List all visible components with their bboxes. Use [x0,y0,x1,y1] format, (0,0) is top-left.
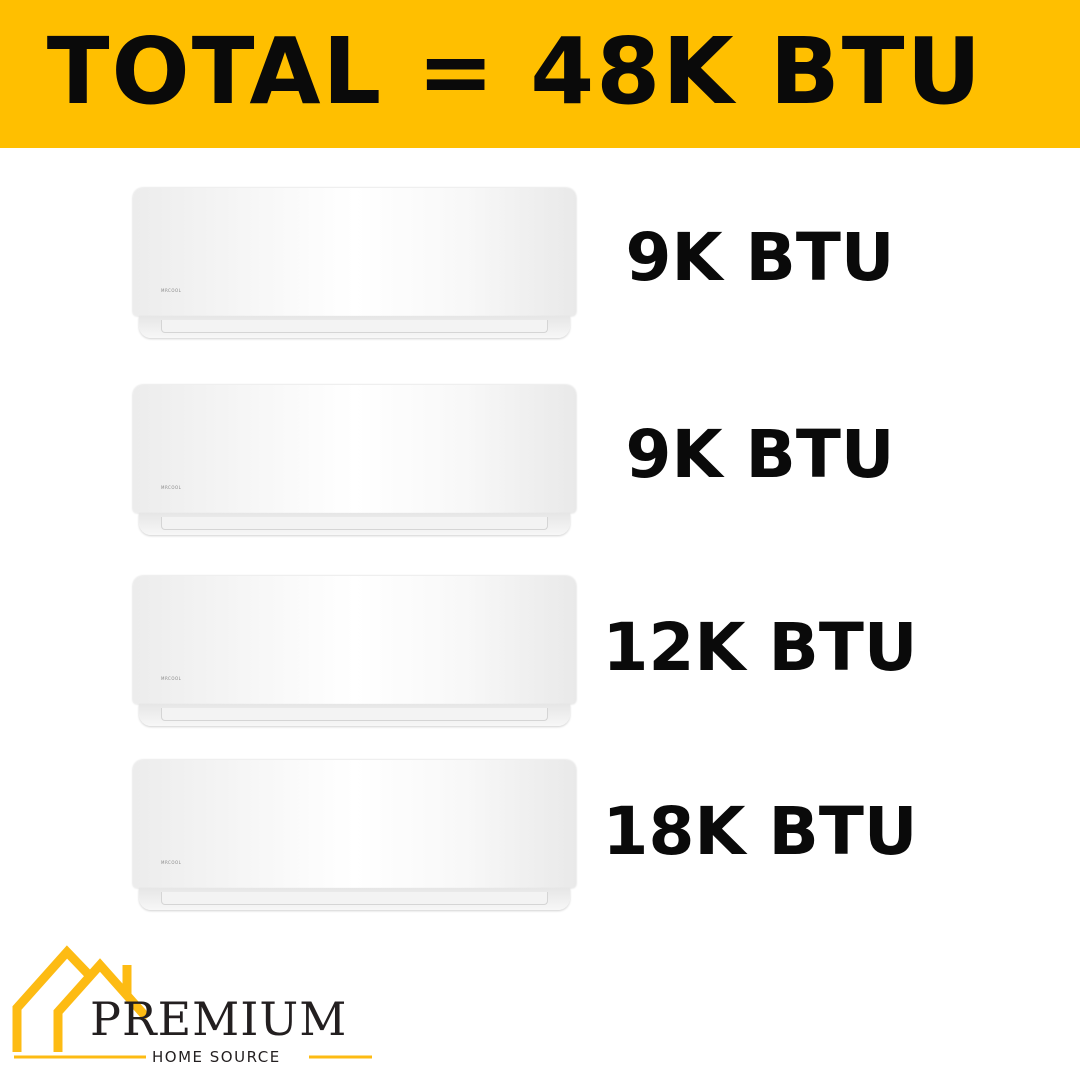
logo-wordmark: PREMIUM [90,992,348,1046]
ac-unit-image: MRCOOL [133,760,576,912]
header-banner: TOTAL = 48K BTU [0,0,1080,148]
premium-home-source-logo: PREMIUM HOME SOURCE [12,940,382,1070]
unit-capacity-label: 9K BTU [625,219,895,296]
unit-brand-mark: MRCOOL [161,485,182,490]
house-roof-icon [12,945,372,1059]
unit-brand-mark: MRCOOL [161,860,182,865]
unit-brand-mark: MRCOOL [161,676,182,681]
unit-capacity-label: 9K BTU [625,416,895,493]
ac-unit-image: MRCOOL [133,385,576,537]
ac-unit-image: MRCOOL [133,188,576,340]
total-btu-title: TOTAL = 48K BTU [46,18,984,125]
unit-capacity-label: 12K BTU [602,609,918,686]
ac-unit-image: MRCOOL [133,576,576,728]
unit-brand-mark: MRCOOL [161,288,182,293]
unit-capacity-label: 18K BTU [602,793,918,870]
logo-subtitle: HOME SOURCE [152,1048,281,1066]
